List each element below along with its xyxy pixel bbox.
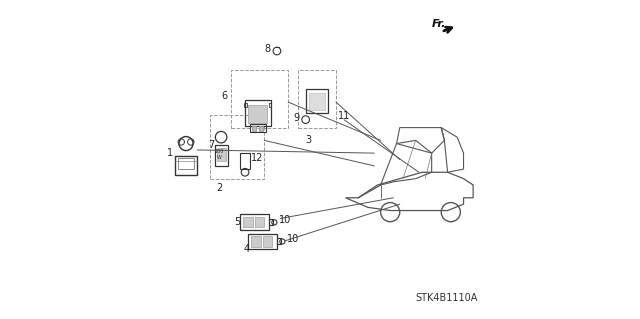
Bar [306, 89, 328, 113]
Bar [244, 103, 246, 107]
Text: 3: 3 [306, 135, 312, 145]
Bar [269, 103, 271, 107]
Bar [178, 158, 194, 169]
Text: Fr.: Fr. [431, 19, 446, 29]
Bar [230, 70, 288, 128]
Bar [248, 234, 277, 249]
Text: 9: 9 [293, 113, 299, 123]
Text: 5: 5 [234, 217, 240, 227]
Bar [175, 156, 197, 175]
Bar [240, 153, 250, 169]
Bar [248, 105, 268, 123]
Text: 11: 11 [337, 111, 350, 122]
Bar [262, 236, 272, 247]
Bar [245, 100, 271, 126]
Bar [309, 93, 324, 110]
Bar [215, 145, 228, 166]
Bar [210, 115, 264, 179]
Text: 100
W: 100 W [215, 149, 224, 160]
Text: 7: 7 [209, 140, 214, 150]
Bar [269, 219, 273, 225]
Bar [243, 217, 253, 227]
Bar [217, 148, 225, 161]
Text: 10: 10 [287, 234, 299, 244]
Text: 4: 4 [243, 244, 250, 254]
Text: 1: 1 [167, 148, 173, 158]
Text: 10: 10 [278, 215, 291, 225]
Bar [250, 124, 266, 132]
Text: 8: 8 [264, 44, 270, 55]
Text: 12: 12 [252, 153, 264, 163]
Bar [277, 238, 281, 244]
Bar [240, 214, 269, 230]
Bar [252, 126, 256, 131]
Text: 6: 6 [221, 91, 227, 101]
Bar [298, 70, 336, 128]
Bar [252, 236, 261, 247]
Text: 2: 2 [216, 183, 223, 193]
Bar [255, 217, 264, 227]
Text: STK4B1110A: STK4B1110A [416, 293, 478, 303]
Bar [259, 126, 263, 131]
